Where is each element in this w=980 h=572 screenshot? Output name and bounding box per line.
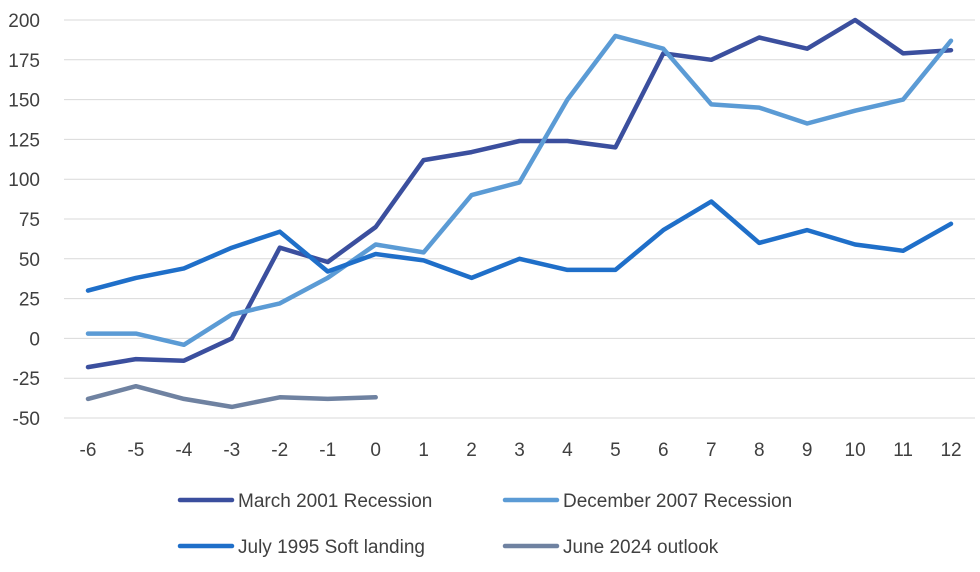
series-lines (85, 17, 954, 410)
x-tick-label: -4 (175, 440, 192, 461)
x-tick-label: 12 (940, 440, 961, 461)
legend-label: June 2024 outlook (563, 537, 719, 558)
x-tick-label: 8 (754, 440, 765, 461)
series-line-2 (85, 199, 954, 293)
series-line-3 (85, 383, 378, 410)
y-tick-label: 150 (8, 91, 40, 112)
legend-label: March 2001 Recession (238, 491, 432, 512)
legend-label: July 1995 Soft landing (238, 537, 425, 558)
x-tick-label: 0 (370, 440, 381, 461)
y-tick-label: 50 (19, 250, 40, 271)
y-tick-label: 100 (8, 170, 40, 191)
legend-label: December 2007 Recession (563, 491, 792, 512)
x-tick-label: 7 (706, 440, 717, 461)
y-tick-label: 200 (8, 11, 40, 32)
y-tick-label: -50 (13, 409, 40, 430)
x-tick-label: 11 (893, 440, 913, 461)
x-tick-label: 1 (418, 440, 429, 461)
x-axis-tick-labels: -6 -5 -4 -3 -2 -1 0 1 2 3 4 5 6 7 8 9 10 11 12 (80, 440, 962, 461)
y-axis-tick-labels: -50 -25 0 25 50 75 100 125 150 175 200 (8, 11, 40, 430)
x-tick-label: 3 (514, 440, 525, 461)
x-tick-label: 5 (610, 440, 621, 461)
y-tick-label: 175 (8, 51, 40, 72)
series-line-0 (85, 17, 954, 370)
x-tick-label: -3 (223, 440, 240, 461)
x-tick-label: -6 (80, 440, 97, 461)
y-tick-label: -25 (13, 369, 40, 390)
x-tick-label: 9 (802, 440, 813, 461)
x-tick-label: 10 (845, 440, 866, 461)
x-tick-label: -1 (319, 440, 336, 461)
x-tick-label: 6 (658, 440, 669, 461)
y-tick-label: 25 (19, 290, 40, 311)
y-tick-label: 75 (19, 210, 40, 231)
x-tick-label: -2 (271, 440, 288, 461)
x-tick-label: 4 (562, 440, 573, 461)
x-tick-label: -5 (127, 440, 144, 461)
y-tick-label: 0 (29, 329, 40, 350)
legend: March 2001 Recession December 2007 Recess… (177, 491, 792, 558)
series-line-1 (85, 33, 954, 348)
x-tick-label: 2 (466, 440, 477, 461)
y-tick-label: 125 (8, 130, 40, 151)
grid-lines (64, 19, 975, 419)
